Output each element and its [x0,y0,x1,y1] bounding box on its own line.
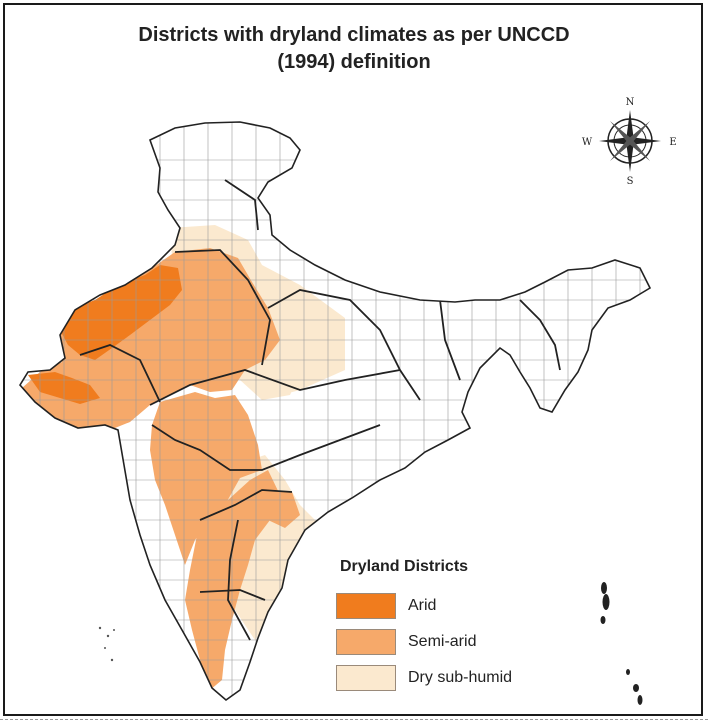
compass-rose: N S E W [582,97,677,186]
legend-label-dry-sub-humid: Dry sub-humid [408,669,513,686]
legend-label-arid: Arid [408,597,437,614]
legend-item-semi-arid: Semi-arid [336,624,596,660]
legend-swatch-dry-sub-humid [336,665,396,691]
legend-swatch-arid [336,593,396,619]
map-title: Districts with dryland climates as per U… [0,22,708,76]
legend-swatch-semi-arid [336,629,396,655]
legend-title: Dryland Districts [340,558,469,575]
map-title-line2: (1994) definition [277,51,431,73]
map-title-line1: Districts with dryland climates as per U… [138,24,570,46]
bottom-border-line [0,719,708,720]
compass-south-label: S [627,176,634,186]
legend-label-semi-arid: Semi-arid [408,633,477,650]
state-boundaries [79,179,561,641]
compass-north-label: N [626,97,635,108]
lakshadweep-islands [98,626,115,662]
andaman-nicobar-islands [600,582,643,705]
compass-west-label: W [582,137,593,148]
legend: Dryland Districts Arid Semi-arid Dry sub… [336,558,596,696]
legend-item-dry-sub-humid: Dry sub-humid [336,660,596,696]
compass-east-label: E [669,137,676,148]
legend-item-arid: Arid [336,588,596,624]
